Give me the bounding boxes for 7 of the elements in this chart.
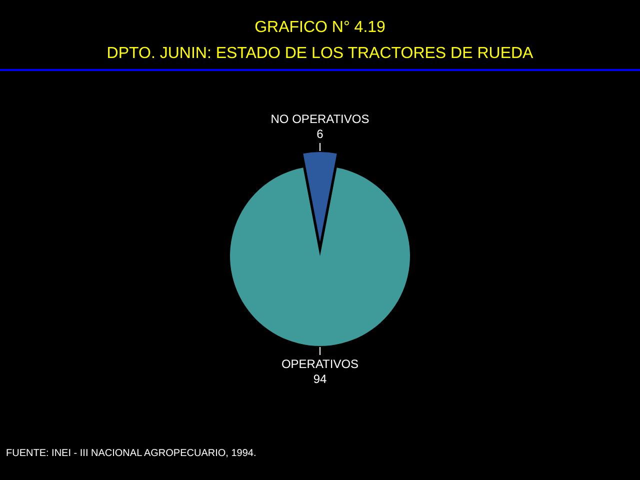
chart-title: GRAFICO N° 4.19: [254, 19, 386, 36]
data-label: 94: [313, 372, 327, 386]
data-label: 6: [316, 127, 324, 141]
chart-subtitle: DPTO. JUNIN: ESTADO DE LOS TRACTORES DE RUEDA: [106, 45, 534, 62]
source-note: FUENTE: INEI - III NACIONAL AGROPECUARIO, 1994.: [6, 448, 256, 459]
slice-label: OPERATIVOS: [281, 357, 359, 371]
slice-label: NO OPERATIVOS: [270, 112, 370, 126]
